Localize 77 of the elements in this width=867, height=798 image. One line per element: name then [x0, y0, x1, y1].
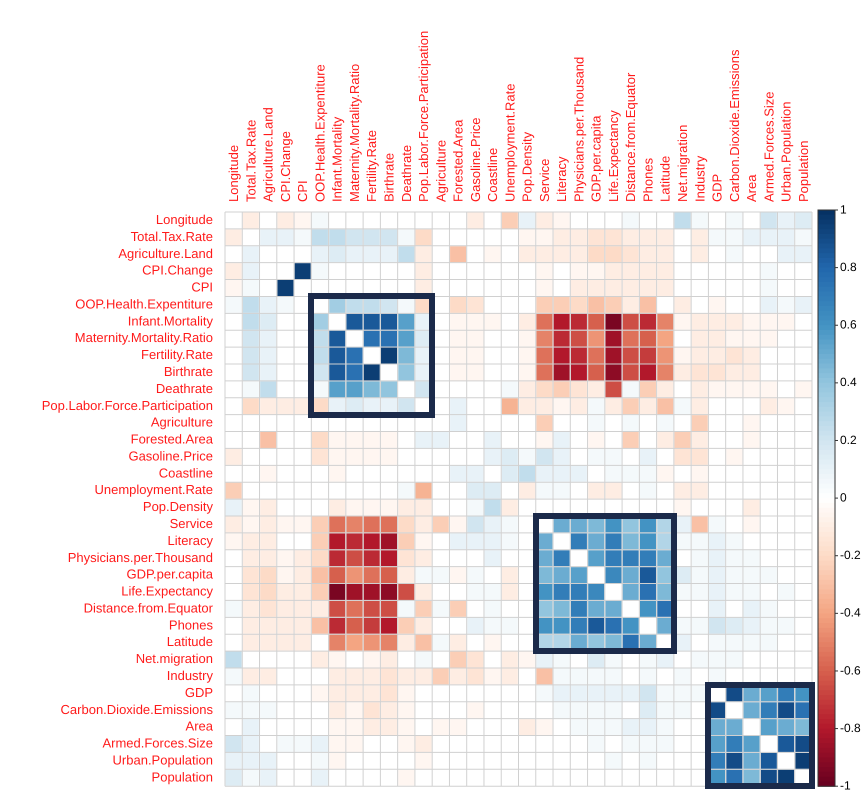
y-tick-label: CPI.Change — [142, 262, 213, 278]
x-tick-label: Latitude — [658, 156, 673, 202]
y-tick-label: Service — [170, 516, 213, 532]
y-tick-label: Gasoline.Price — [128, 448, 213, 464]
x-tick-label: Unemployment.Rate — [502, 84, 518, 202]
y-tick-label: Longitude — [156, 212, 213, 228]
color-bar-label: -0.2 — [840, 548, 862, 562]
x-tick-label: Armed.Forces.Size — [761, 91, 776, 202]
color-bar-label: -1 — [840, 778, 851, 793]
x-tick-label: Maternity.Mortality.Ratio — [346, 64, 362, 202]
color-bar-label: 0.4 — [840, 375, 858, 390]
y-tick-label: Latitude — [166, 634, 213, 650]
x-tick-label: Phones — [640, 157, 656, 202]
y-tick-label: Urban.Population — [112, 752, 213, 768]
y-tick-label: Forested.Area — [130, 432, 214, 447]
y-tick-label: Physicians.per.Thousand — [68, 550, 213, 565]
y-tick-label: Agriculture — [150, 414, 213, 430]
y-tick-label: Agriculture.Land — [118, 246, 213, 261]
y-tick-label: CPI — [191, 280, 213, 295]
y-tick-label: Armed.Forces.Size — [102, 736, 213, 751]
x-tick-label: Birthrate — [381, 152, 396, 202]
y-tick-label: Fertility.Rate — [141, 347, 213, 362]
color-bar-label: -0.4 — [840, 606, 862, 620]
color-bar-label: 0.8 — [840, 260, 858, 274]
y-tick-label: Maternity.Mortality.Ratio — [74, 330, 213, 346]
x-tick-label: Pop.Density — [520, 131, 535, 202]
y-tick-label: Phones — [168, 617, 214, 632]
y-tick-label: GDP.per.capita — [126, 566, 214, 582]
color-bar-label: 1 — [840, 202, 847, 216]
y-tick-label: Pop.Labor.Force.Participation — [42, 398, 213, 413]
x-tick-label: Agriculture — [433, 140, 448, 202]
x-tick-label: Deathrate — [398, 144, 414, 202]
x-tick-label: Carbon.Dioxide.Emissions — [726, 49, 742, 202]
x-tick-label: OOP.Health.Expentiture — [312, 64, 328, 202]
y-tick-label: Total.Tax.Rate — [130, 228, 213, 244]
x-tick-label: Population — [796, 140, 811, 202]
y-tick-label: GDP — [184, 684, 213, 700]
x-tick-label: Distance.from.Equator — [623, 72, 638, 202]
x-tick-label: Pop.Labor.Force.Participation — [416, 30, 432, 202]
color-bar-label: -0.6 — [840, 663, 862, 678]
y-tick-label: Infant.Mortality — [128, 313, 214, 328]
x-tick-label: Physicians.per.Thousand — [571, 56, 586, 202]
x-tick-label: Net.migration — [674, 124, 690, 202]
color-bar-label: 0.6 — [840, 318, 858, 332]
x-tick-label: Industry — [692, 155, 708, 202]
x-tick-label: GDP.per.capita — [588, 114, 604, 202]
y-tick-label: Literacy — [167, 532, 214, 548]
x-tick-label: Service — [536, 158, 552, 202]
x-tick-label: Infant.Mortality — [330, 116, 345, 202]
y-tick-label: Carbon.Dioxide.Emissions — [60, 702, 214, 717]
x-tick-label: CPI.Change — [278, 131, 293, 202]
x-tick-label: Literacy — [554, 156, 570, 202]
x-tick-label: Fertility.Rate — [364, 130, 380, 202]
x-tick-label: Urban.Population — [778, 102, 794, 202]
x-tick-label: Gasoline.Price — [468, 117, 483, 202]
color-bar-label: 0 — [840, 490, 847, 504]
color-bar-label: 0.2 — [840, 432, 858, 447]
y-tick-label: Deathrate — [156, 380, 213, 396]
y-tick-label: Area — [186, 718, 214, 734]
y-tick-label: OOP.Health.Expentiture — [75, 296, 213, 312]
y-tick-label: Distance.from.Equator — [84, 600, 214, 616]
x-tick-label: Forested.Area — [450, 118, 466, 202]
y-tick-label: Coastline — [158, 465, 213, 480]
y-tick-label: Pop.Density — [142, 499, 214, 514]
x-tick-label: GDP — [710, 174, 725, 202]
color-bar-label: -0.8 — [840, 720, 862, 735]
y-tick-label: Birthrate — [164, 364, 213, 380]
x-tick-label: Coastline — [485, 148, 500, 202]
x-tick-label: Life.Expectancy — [606, 110, 621, 202]
y-tick-label: Life.Expectancy — [121, 584, 214, 599]
x-tick-label: Area — [744, 174, 760, 202]
y-tick-label: Unemployment.Rate — [94, 482, 213, 498]
y-tick-label: Population — [152, 769, 213, 784]
y-tick-label: Industry — [166, 668, 214, 684]
y-tick-label: Net.migration — [136, 651, 213, 666]
x-tick-label: Agriculture.Land — [260, 107, 276, 202]
x-tick-label: CPI — [295, 180, 310, 202]
